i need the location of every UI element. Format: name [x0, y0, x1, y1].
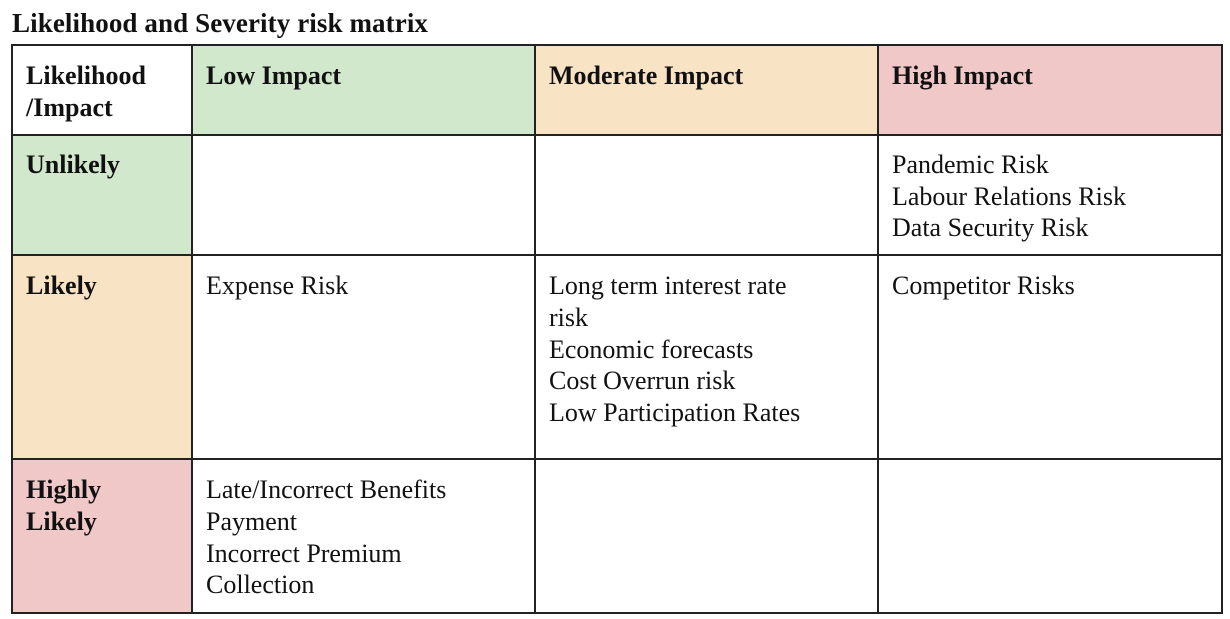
risk-item: Long term interest rate — [549, 271, 787, 301]
column-header-label: Low Impact — [206, 61, 342, 90]
row-header-label: Unlikely — [26, 150, 120, 179]
column-header-high-impact: High Impact — [877, 44, 1223, 136]
risk-item: Incorrect Premium — [206, 538, 402, 568]
row-header-likely: Likely — [11, 254, 193, 461]
risk-item: Pandemic Risk — [892, 150, 1049, 179]
risk-item: Data Security Risk — [892, 213, 1089, 243]
risk-item: Expense Risk — [206, 271, 349, 301]
column-header-moderate-impact: Moderate Impact — [534, 44, 879, 136]
row-header-label: Likely — [26, 506, 97, 536]
row-highly-likely: Highly Likely Late/Incorrect Benefits Pa… — [11, 458, 1223, 615]
column-header-label: Moderate Impact — [549, 61, 744, 90]
document-title: Likelihood and Severity risk matrix — [12, 8, 429, 38]
risk-item: risk — [549, 302, 588, 332]
column-header-label: High Impact — [892, 61, 1033, 90]
risk-item: Competitor Risks — [892, 271, 1075, 301]
row-header-highly-likely: Highly Likely — [11, 458, 193, 615]
cell-likely-moderate: Long term interest rate risk Economic fo… — [534, 254, 879, 461]
cell-highly-likely-moderate — [534, 458, 879, 615]
risk-item: Collection — [206, 570, 315, 600]
risk-item: Late/Incorrect Benefits — [206, 475, 447, 505]
cell-highly-likely-high — [877, 458, 1223, 615]
header-row: Likelihood /Impact Low Impact Moderate I… — [11, 44, 1223, 136]
cell-likely-high: Competitor Risks — [877, 254, 1223, 461]
risk-item: Economic forecasts — [549, 334, 754, 364]
cell-likely-low: Expense Risk — [191, 254, 536, 461]
risk-item: Labour Relations Risk — [892, 181, 1126, 211]
cell-highly-likely-low: Late/Incorrect Benefits Payment Incorrec… — [191, 458, 536, 615]
cell-unlikely-high: Pandemic Risk Labour Relations Risk Data… — [877, 133, 1223, 257]
risk-item: Payment — [206, 506, 297, 536]
risk-item: Low Participation Rates — [549, 398, 801, 428]
row-likely: Likely Expense Risk Long term interest r… — [11, 254, 1223, 461]
cell-unlikely-moderate — [534, 133, 879, 257]
corner-header-line: Likelihood — [26, 61, 146, 90]
row-header-label: Highly — [26, 475, 102, 505]
risk-matrix-table: Likelihood /Impact Low Impact Moderate I… — [11, 44, 1223, 615]
row-header-unlikely: Unlikely — [11, 133, 193, 257]
cell-unlikely-low — [191, 133, 536, 257]
corner-header-line: /Impact — [26, 92, 113, 122]
row-header-label: Likely — [26, 271, 97, 301]
column-header-low-impact: Low Impact — [191, 44, 536, 136]
risk-item: Cost Overrun risk — [549, 366, 736, 396]
corner-header-cell: Likelihood /Impact — [11, 44, 193, 136]
row-unlikely: Unlikely Pandemic Risk Labour Relations … — [11, 133, 1223, 257]
